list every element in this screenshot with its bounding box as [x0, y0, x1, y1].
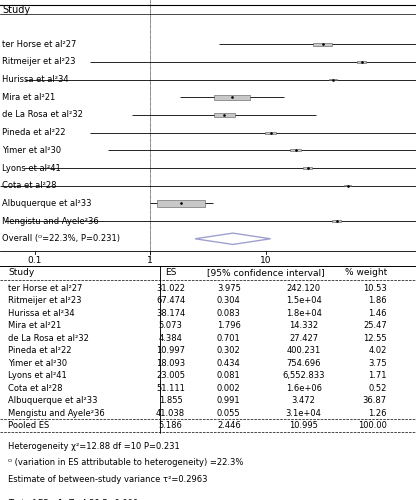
Text: 14.332: 14.332 [289, 322, 318, 330]
Text: 12.55: 12.55 [363, 334, 387, 343]
Text: 6,552.833: 6,552.833 [282, 372, 325, 380]
Text: [95% confidence interval]: [95% confidence interval] [208, 268, 325, 278]
Bar [290, 150, 301, 151]
Text: 36.87: 36.87 [363, 396, 387, 406]
Bar [332, 220, 341, 222]
Text: 51.111: 51.111 [156, 384, 185, 393]
Text: 1.6e+06: 1.6e+06 [286, 384, 322, 393]
Text: 1.26: 1.26 [369, 409, 387, 418]
Text: 754.696: 754.696 [287, 359, 321, 368]
Bar [313, 43, 332, 46]
Bar [344, 185, 352, 186]
Text: Mengistu and Ayele²36: Mengistu and Ayele²36 [2, 216, 99, 226]
Text: Pineda et al²22: Pineda et al²22 [8, 346, 72, 356]
Text: 1.855: 1.855 [158, 396, 183, 406]
Bar [214, 114, 235, 116]
Text: 38.174: 38.174 [156, 309, 185, 318]
Text: 2.446: 2.446 [217, 421, 241, 430]
Bar [157, 200, 206, 207]
Text: 0.002: 0.002 [217, 384, 240, 393]
Text: Lyons et al²41: Lyons et al²41 [2, 164, 61, 172]
Bar [214, 94, 250, 100]
Text: 3.1e+04: 3.1e+04 [286, 409, 322, 418]
Text: 4.02: 4.02 [369, 346, 387, 356]
Text: Mengistu and Ayele²36: Mengistu and Ayele²36 [8, 409, 105, 418]
Text: Pineda et al²22: Pineda et al²22 [2, 128, 66, 137]
Text: Ritmeijer et al²23: Ritmeijer et al²23 [8, 296, 82, 306]
Text: 23.005: 23.005 [156, 372, 185, 380]
Text: 4.384: 4.384 [158, 334, 183, 343]
Text: 1.71: 1.71 [369, 372, 387, 380]
Text: 41.038: 41.038 [156, 409, 185, 418]
Text: Cota et al²28: Cota et al²28 [8, 384, 63, 393]
Text: 100.00: 100.00 [358, 421, 387, 430]
Text: 3.75: 3.75 [368, 359, 387, 368]
Text: 27.427: 27.427 [289, 334, 318, 343]
Text: Pooled ES: Pooled ES [8, 421, 50, 430]
Text: ᴼ (variation in ES attributable to heterogeneity) =22.3%: ᴼ (variation in ES attributable to heter… [8, 458, 244, 468]
Text: 10: 10 [260, 256, 272, 266]
Text: 0.434: 0.434 [217, 359, 241, 368]
Text: Overall (ᴼ=22.3%, P=0.231): Overall (ᴼ=22.3%, P=0.231) [2, 234, 120, 244]
Text: Study: Study [2, 4, 30, 15]
Text: Yimer et al²30: Yimer et al²30 [2, 146, 62, 155]
Text: de La Rosa et al²32: de La Rosa et al²32 [2, 110, 83, 120]
Text: Study: Study [8, 268, 35, 278]
Text: 3.472: 3.472 [292, 396, 316, 406]
Text: 242.120: 242.120 [287, 284, 321, 293]
Text: 10.53: 10.53 [363, 284, 387, 293]
Text: % weight: % weight [344, 268, 387, 278]
Text: Albuquerque et al²33: Albuquerque et al²33 [8, 396, 98, 406]
Text: 0.302: 0.302 [217, 346, 241, 356]
Text: Ritmeijer et al²23: Ritmeijer et al²23 [2, 58, 76, 66]
Text: Test of ES =1: Z=4.29 P=0.000: Test of ES =1: Z=4.29 P=0.000 [8, 499, 139, 500]
Text: ter Horse et al²27: ter Horse et al²27 [2, 40, 77, 48]
Text: 25.47: 25.47 [363, 322, 387, 330]
Text: 0.991: 0.991 [217, 396, 240, 406]
Text: de La Rosa et al²32: de La Rosa et al²32 [8, 334, 89, 343]
Text: 5.186: 5.186 [158, 421, 183, 430]
Text: 67.474: 67.474 [156, 296, 185, 306]
Text: Estimate of between-study variance τ²=0.2963: Estimate of between-study variance τ²=0.… [8, 475, 208, 484]
Text: 0.52: 0.52 [369, 384, 387, 393]
Text: 1.86: 1.86 [368, 296, 387, 306]
Polygon shape [195, 233, 270, 244]
Text: 1.796: 1.796 [217, 322, 241, 330]
Text: 0.055: 0.055 [217, 409, 240, 418]
Text: 0.081: 0.081 [217, 372, 241, 380]
Text: ES: ES [165, 268, 176, 278]
Text: Heterogeneity χ²=12.88 df =10 P=0.231: Heterogeneity χ²=12.88 df =10 P=0.231 [8, 442, 180, 450]
Text: 1.46: 1.46 [369, 309, 387, 318]
Text: 400.231: 400.231 [287, 346, 321, 356]
Text: Mira et al²21: Mira et al²21 [8, 322, 62, 330]
Text: 5.073: 5.073 [158, 322, 183, 330]
Text: Mira et al²21: Mira et al²21 [2, 93, 56, 102]
Text: 0.304: 0.304 [217, 296, 241, 306]
Text: 3.975: 3.975 [217, 284, 241, 293]
Text: 1.5e+04: 1.5e+04 [286, 296, 322, 306]
Text: 1: 1 [147, 256, 153, 266]
Bar [357, 61, 366, 62]
Text: Lyons et al²41: Lyons et al²41 [8, 372, 67, 380]
Text: 0.1: 0.1 [27, 256, 42, 266]
Bar [329, 79, 337, 80]
Text: 10.995: 10.995 [289, 421, 318, 430]
Text: Albuquerque et al²33: Albuquerque et al²33 [2, 199, 92, 208]
Text: ter Horse et al²27: ter Horse et al²27 [8, 284, 83, 293]
Text: 0.083: 0.083 [217, 309, 241, 318]
Text: Hurissa et al²34: Hurissa et al²34 [8, 309, 75, 318]
Text: Yimer et al²30: Yimer et al²30 [8, 359, 67, 368]
Bar [265, 132, 276, 134]
Text: 10.997: 10.997 [156, 346, 185, 356]
Text: 0.701: 0.701 [217, 334, 241, 343]
Text: 18.093: 18.093 [156, 359, 185, 368]
Text: Cota et al²28: Cota et al²28 [2, 181, 57, 190]
Text: 31.022: 31.022 [156, 284, 185, 293]
Text: 1.8e+04: 1.8e+04 [286, 309, 322, 318]
Text: Hurissa et al²34: Hurissa et al²34 [2, 75, 69, 84]
